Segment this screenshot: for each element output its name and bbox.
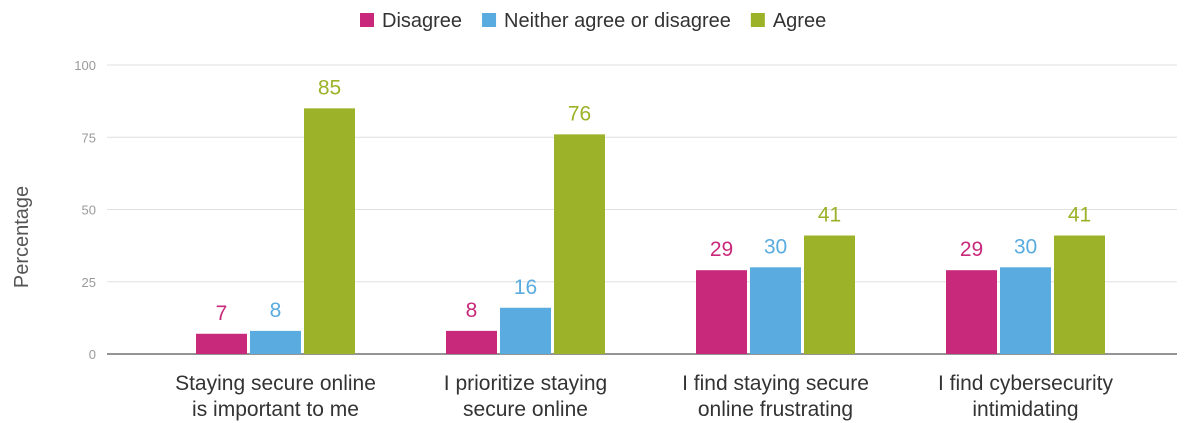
data-label: 29 — [710, 238, 733, 261]
bar — [946, 270, 997, 354]
bars — [196, 108, 1105, 354]
x-tick-label: I find staying secure — [682, 372, 869, 395]
bar — [696, 270, 747, 354]
data-label: 76 — [568, 102, 591, 125]
y-tick-label: 0 — [89, 347, 96, 362]
bar — [554, 134, 605, 354]
x-tick-label: I find cybersecurity — [938, 372, 1114, 395]
data-label: 41 — [1068, 204, 1091, 227]
legend-item: Neither agree or disagree — [482, 10, 731, 32]
data-label: 16 — [514, 276, 537, 299]
data-label: 8 — [466, 299, 478, 322]
bar — [1000, 267, 1051, 354]
legend-swatch — [360, 13, 374, 27]
bar — [804, 235, 855, 354]
legend: Disagree Neither agree or disagree Agree — [360, 10, 826, 32]
legend-label: Disagree — [382, 10, 462, 32]
bar — [196, 333, 247, 354]
data-label: 29 — [960, 238, 983, 261]
bar — [304, 108, 355, 354]
bar — [500, 307, 551, 354]
bar — [750, 267, 801, 354]
y-tick-label: 75 — [82, 130, 96, 145]
legend-swatch — [750, 13, 765, 27]
gridlines — [107, 64, 1177, 355]
y-axis-label: Percentage — [11, 186, 33, 288]
x-tick-label: secure online — [463, 398, 588, 421]
legend-item: Agree — [750, 10, 826, 32]
data-labels: 7 8 29 29 8 16 30 30 85 76 41 41 — [216, 76, 1092, 324]
bar — [1054, 235, 1105, 354]
data-label: 30 — [1014, 235, 1037, 258]
x-tick-label: intimidating — [972, 398, 1078, 421]
legend-label: Agree — [773, 10, 826, 32]
x-tick-label: Staying secure online — [175, 372, 376, 395]
data-label: 8 — [270, 299, 282, 322]
data-label: 41 — [818, 204, 841, 227]
x-axis: Staying secure online is important to me I… — [175, 372, 1113, 421]
x-tick-label: I prioritize staying — [444, 372, 607, 395]
legend-item: Disagree — [360, 10, 462, 32]
legend-swatch — [482, 13, 497, 27]
y-axis: 0 25 50 75 100 — [74, 58, 96, 362]
data-label: 7 — [216, 302, 228, 325]
x-tick-label: online frustrating — [698, 398, 853, 421]
bar — [446, 330, 497, 354]
y-tick-label: 100 — [74, 58, 96, 73]
y-tick-label: 25 — [82, 275, 96, 290]
data-label: 30 — [764, 235, 787, 258]
bar — [250, 330, 301, 354]
x-tick-label: is important to me — [192, 398, 359, 421]
y-tick-label: 50 — [82, 203, 96, 218]
data-label: 85 — [318, 76, 341, 99]
legend-label: Neither agree or disagree — [504, 10, 731, 32]
